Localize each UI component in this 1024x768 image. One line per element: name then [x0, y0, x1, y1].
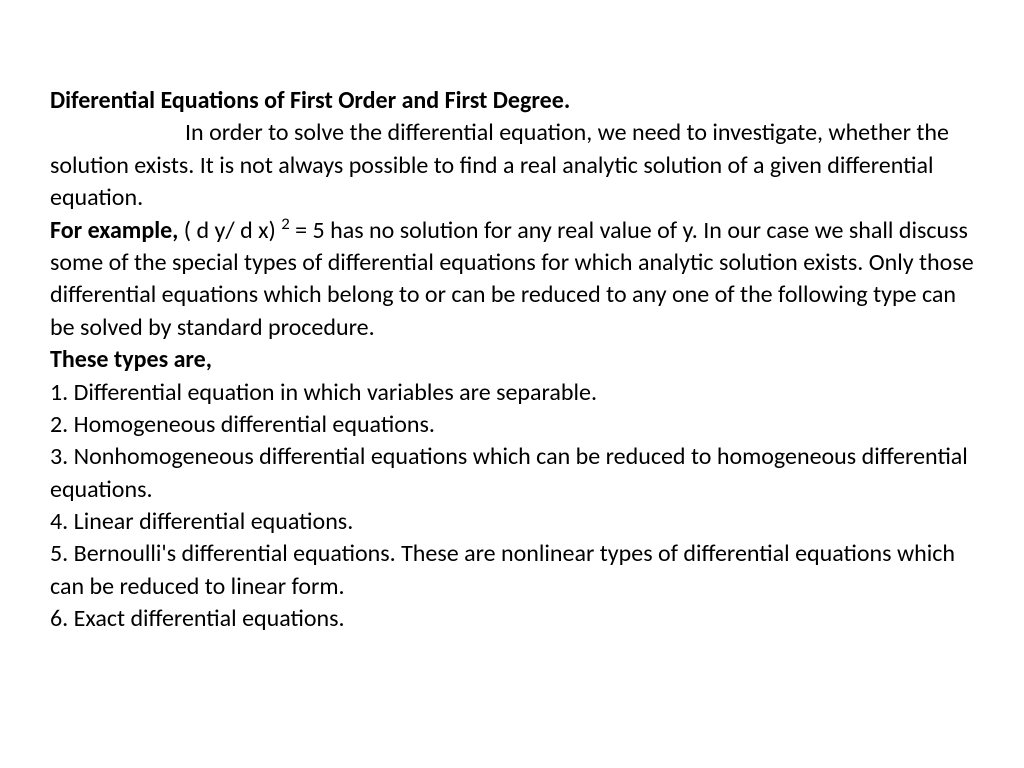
types-label: These types are, [50, 345, 212, 374]
example-text-1: ( d y/ d x) [178, 216, 281, 245]
types-line: These types are, [50, 345, 212, 374]
example-exponent: 2 [281, 213, 290, 234]
list-item-5: 5. Bernoulli's differential equations. T… [50, 539, 955, 600]
list-item-1: 1. Differential equation in which variab… [50, 378, 597, 407]
document-content: Diferential Equations of First Order and… [50, 85, 984, 636]
intro-text: In order to solve the differential equat… [50, 118, 949, 212]
example-label: For example, [50, 216, 178, 245]
list-item-3: 3. Nonhomogeneous differential equations… [50, 442, 968, 503]
document-title: Diferential Equations of First Order and… [50, 86, 570, 115]
list-item-2: 2. Homogeneous differential equations. [50, 410, 435, 439]
list-item-4: 4. Linear differential equations. [50, 507, 353, 536]
list-item-6: 6. Exact differential equations. [50, 604, 345, 633]
example-line: For example, ( d y/ d x) 2 = 5 has no so… [50, 216, 974, 342]
